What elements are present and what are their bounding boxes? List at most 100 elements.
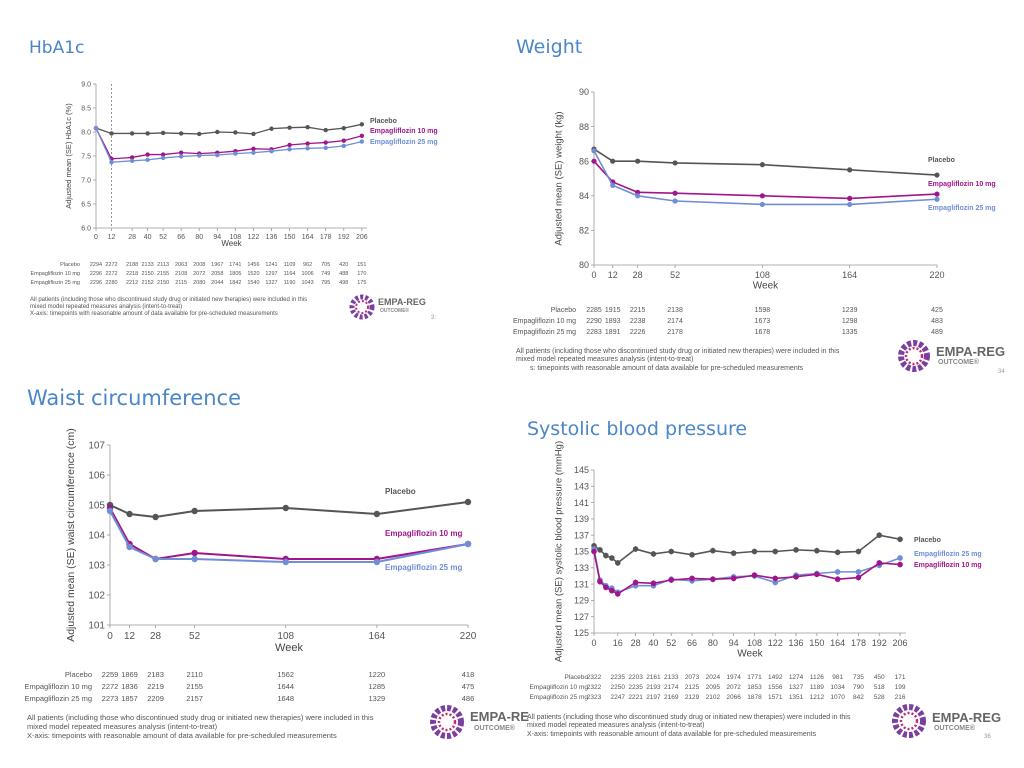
hba1c-data-point <box>160 130 166 136</box>
waist-series-2: Empagliflozin 25 mg <box>106 507 472 572</box>
hba1c-data-point <box>269 149 274 154</box>
weight-series-label: Empagliflozin 10 mg <box>928 181 996 188</box>
weight-data-point <box>847 167 853 173</box>
hba1c-data-point <box>178 150 184 155</box>
waist-n-table-cell: 1285 <box>368 682 386 691</box>
hba1c-note-3: X-axis: timepoints with reasonable amoun… <box>30 311 278 318</box>
sbp-note-2: mixed model repeated measures analysis (… <box>527 722 705 730</box>
hba1c-n-table-cell: 2044 <box>211 280 224 286</box>
hba1c-data-point <box>233 151 238 156</box>
hba1c-data-point <box>323 127 328 133</box>
hba1c-n-table-cell: 1190 <box>283 280 296 286</box>
waist-n-table-cell: 2272 <box>101 682 119 691</box>
hba1c-y-tick-label: 8.5 <box>81 105 91 112</box>
hba1c-data-point <box>145 157 150 163</box>
hba1c-x-tick-label: 150 <box>284 234 296 241</box>
sbp-n-table-cell: 1351 <box>788 694 804 701</box>
hba1c-data-point <box>287 125 292 130</box>
weight-n-table-cell: 1598 <box>754 307 771 314</box>
waist-data-point <box>464 540 472 548</box>
sbp-data-point <box>614 560 621 566</box>
sbp-n-table-cell: 2322 <box>586 674 602 681</box>
hba1c-y-tick-label: 9.0 <box>81 81 91 88</box>
waist-n-table-cell: 2273 <box>101 694 119 703</box>
sbp-y-tick-label: 131 <box>574 579 589 589</box>
weight-n-table-cell: 2226 <box>629 329 646 336</box>
waist-data-point <box>126 510 133 518</box>
weight-y-tick-label: 86 <box>579 156 589 166</box>
weight-series-label: Placebo <box>928 157 955 164</box>
hba1c-data-point <box>323 145 328 151</box>
hba1c-series-2: Empagliflozin 25 mg <box>93 125 438 165</box>
weight-title: Weight <box>516 36 583 58</box>
sbp-x-tick-label: 66 <box>687 638 697 648</box>
weight-n-table-cell: 1673 <box>754 318 771 325</box>
waist-n-table-label: Placebo <box>64 670 92 679</box>
hba1c-n-table-cell: 1967 <box>211 262 224 268</box>
hba1c-data-point <box>323 140 328 145</box>
hba1c-data-point <box>197 131 202 137</box>
hba1c-n-table-cell: 2155 <box>156 271 170 277</box>
sbp-notes: All patients (including those who discon… <box>527 714 850 739</box>
hba1c-x-tick-label: 122 <box>248 234 260 241</box>
weight-data-point <box>934 172 940 178</box>
sbp-n-table-label: Placebo <box>564 674 589 681</box>
sbp-data-point <box>603 552 609 559</box>
waist-data-point <box>152 513 159 521</box>
weight-data-point <box>934 191 940 197</box>
hba1c-n-table-cell: 1297 <box>265 271 278 277</box>
waist-x-tick-label: 164 <box>369 631 386 642</box>
hba1c-data-point <box>341 125 346 131</box>
sbp-data-point <box>614 591 621 597</box>
hba1c-n-table-cell: 2218 <box>126 271 139 277</box>
hba1c-series-label: Empagliflozin 10 mg <box>370 128 438 135</box>
weight-n-table-label: Placebo <box>550 307 576 314</box>
hba1c-data-point <box>160 155 166 161</box>
hba1c-n-table-cell: 1241 <box>265 262 278 268</box>
waist-data-point <box>106 507 114 515</box>
waist-notes: All patients (including those who discon… <box>27 713 373 740</box>
sbp-data-point <box>710 547 716 554</box>
hba1c-n-table-cell: 2133 <box>141 262 154 268</box>
sbp-x-tick-label: 150 <box>809 638 824 648</box>
waist-n-table-cell: 2155 <box>186 682 203 691</box>
waist-y-tick-label: 103 <box>88 561 105 572</box>
hba1c-x-tick-label: 28 <box>128 234 136 241</box>
sbp-n-table-cell: 2197 <box>646 694 661 701</box>
hba1c-n-table-cell: 2115 <box>175 280 188 286</box>
sbp-data-point <box>876 560 883 566</box>
weight-n-table-cell: 483 <box>931 318 943 325</box>
hba1c-n-table-cell: 705 <box>321 262 331 268</box>
hba1c-data-point <box>305 146 310 151</box>
weight-y-axis-label: Adjusted mean (SE) weight (kg) <box>554 111 565 245</box>
sbp-n-table-label: Empagliflozin 25 mg <box>529 694 588 701</box>
sbp-n-table-cell: 216 <box>894 694 906 701</box>
sbp-series-label: Placebo <box>914 537 941 544</box>
hba1c-data-point <box>145 152 150 157</box>
waist-n-table-cell: 486 <box>461 694 475 703</box>
weight-x-tick-label: 108 <box>755 270 770 280</box>
hba1c-data-point <box>215 129 220 135</box>
hba1c-n-table-cell: 2113 <box>157 262 169 268</box>
sbp-series-2: Empagliflozin 10 mg <box>591 548 982 597</box>
hba1c-data-point <box>93 125 99 131</box>
hba1c-title: HbA1c <box>29 38 85 58</box>
hba1c-x-tick-label: 52 <box>159 234 167 241</box>
weight-data-point <box>591 158 597 164</box>
sbp-note-1: All patients (including those who discon… <box>527 714 851 721</box>
weight-note-3: s: timepoints with reasonable amount of … <box>530 364 804 372</box>
empa-reg-logo-2: EMPA-REG OUTCOME® <box>896 338 1016 374</box>
hba1c-n-table-cell: 2294 <box>89 262 103 268</box>
hba1c-data-point <box>359 133 365 139</box>
weight-data-point <box>759 201 765 208</box>
waist-n-table-cell: 2157 <box>186 694 203 703</box>
weight-n-table-cell: 2215 <box>629 307 646 314</box>
hba1c-x-tick-label: 12 <box>108 234 116 241</box>
hba1c-data-point <box>160 152 166 157</box>
hba1c-n-table-cell: 2296 <box>89 271 103 277</box>
sbp-y-tick-label: 143 <box>574 481 589 491</box>
sbp-n-table-cell: 2129 <box>684 694 700 701</box>
sbp-series-line <box>593 551 901 595</box>
weight-series-2: Empagliflozin 25 mg <box>591 148 996 212</box>
